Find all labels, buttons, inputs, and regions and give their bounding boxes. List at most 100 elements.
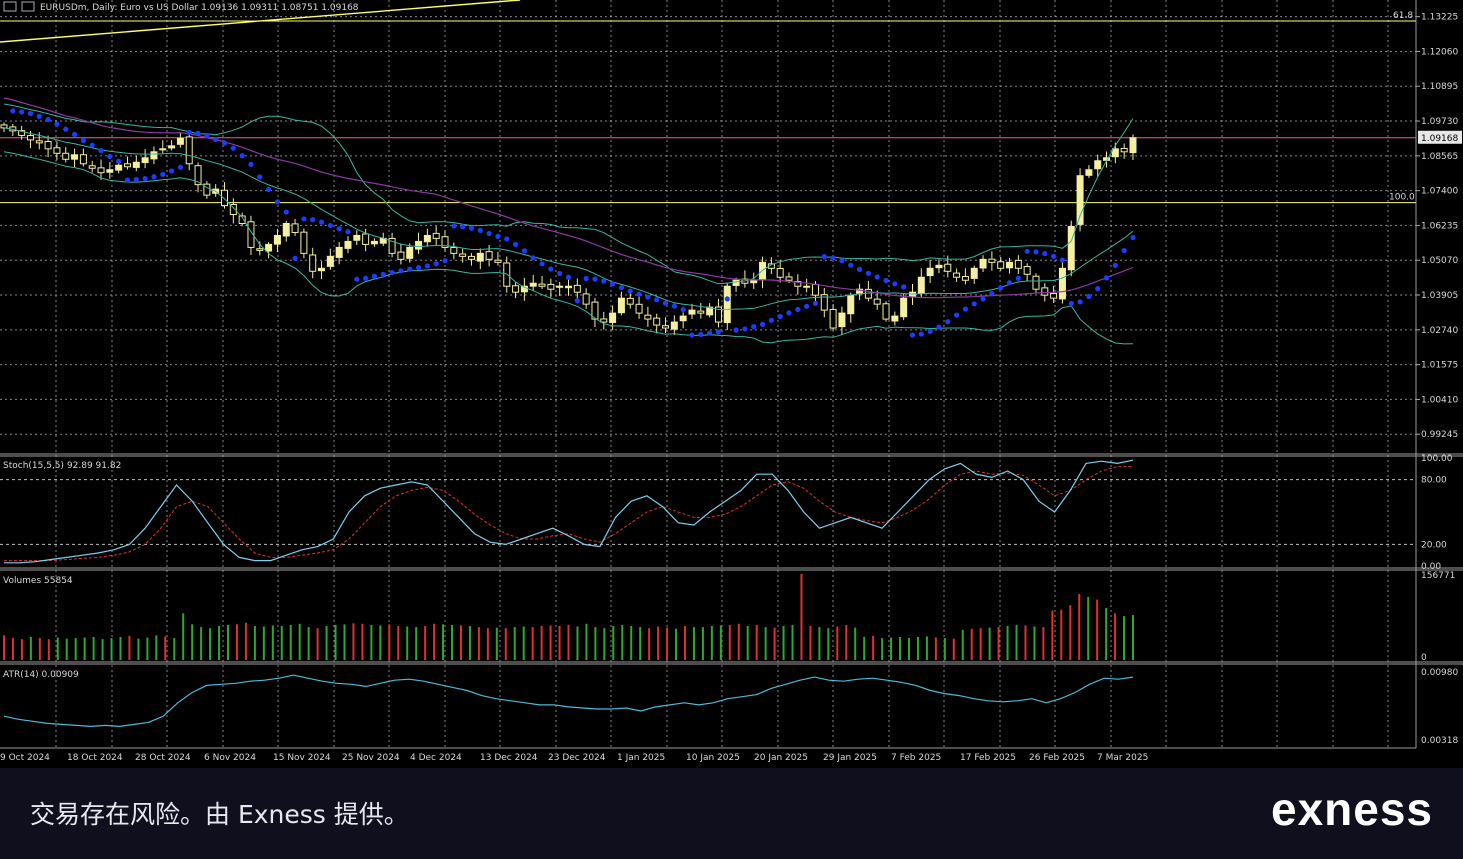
bear-candle xyxy=(97,167,105,174)
stoch-title: Stoch(15,5,5) 92.89 91.82 xyxy=(3,461,121,471)
bull-candle xyxy=(1094,160,1102,170)
bear-candle xyxy=(221,189,229,207)
bars-chart-icon[interactable] xyxy=(3,1,17,12)
bear-candle xyxy=(256,248,264,251)
sar-dot xyxy=(645,294,651,300)
sar-dot xyxy=(1024,248,1030,254)
sar-dot xyxy=(504,236,510,242)
sar-dot xyxy=(610,281,616,287)
bear-candle xyxy=(873,298,881,305)
time-tick-label: 28 Oct 2024 xyxy=(135,753,191,763)
sar-dot xyxy=(583,275,589,282)
grid-lines xyxy=(0,0,1463,749)
bear-candle xyxy=(512,285,520,293)
bear-candle xyxy=(18,130,26,136)
sar-dot xyxy=(662,300,669,306)
bear-candle xyxy=(829,308,837,329)
sar-dot xyxy=(759,321,766,327)
bull-candle xyxy=(926,267,934,277)
sar-dot xyxy=(1051,253,1057,259)
sar-dot xyxy=(618,285,625,291)
price-tick-label: 1.12060 xyxy=(1421,47,1458,57)
bear-candle xyxy=(44,140,52,150)
atr-panel[interactable] xyxy=(3,674,1134,728)
bull-candle xyxy=(565,285,572,289)
sar-dot xyxy=(883,277,889,284)
price-axis: 1.13225 1.12060 1.10895 1.09730 1.08565 1.074… xyxy=(1416,13,1462,746)
volumes-title: Volumes 55854 xyxy=(3,576,73,586)
stoch-tick-label: 80.00 xyxy=(1421,476,1447,486)
sar-dot xyxy=(151,174,157,180)
sar-dot xyxy=(239,153,245,159)
sar-dot xyxy=(124,177,131,183)
sar-dot xyxy=(424,263,430,269)
bear-candle xyxy=(123,163,131,168)
sar-dot xyxy=(283,209,289,215)
bear-candle xyxy=(573,284,581,293)
sar-dot xyxy=(565,274,572,280)
sar-dot xyxy=(733,327,739,333)
sar-dot xyxy=(389,269,395,276)
sar-dot xyxy=(962,306,969,312)
sar-dot xyxy=(804,303,810,309)
sar-dot xyxy=(1042,250,1048,257)
price-tick-label: 1.13225 xyxy=(1421,13,1458,23)
bear-candle xyxy=(794,281,802,287)
bull-candle xyxy=(159,148,167,151)
sar-dot xyxy=(1015,275,1021,281)
sar-dot xyxy=(407,266,413,272)
bear-candle xyxy=(626,297,634,305)
bull-candle xyxy=(132,161,140,168)
bear-candle xyxy=(485,251,493,260)
time-tick-label: 13 Dec 2024 xyxy=(480,753,538,763)
sar-dot xyxy=(336,226,342,232)
bear-candle xyxy=(53,147,61,154)
bear-candle xyxy=(776,267,784,278)
sar-dot xyxy=(671,303,677,309)
bear-candle xyxy=(953,272,961,278)
time-tick-label: 29 Jan 2025 xyxy=(823,753,877,763)
main-price-panel[interactable]: 61.8 100.0 xyxy=(0,0,1416,345)
bear-candle xyxy=(1050,292,1058,299)
sar-dot xyxy=(865,270,871,276)
sar-dot xyxy=(45,116,51,123)
sar-dot xyxy=(557,270,563,277)
bear-candle xyxy=(1120,147,1128,153)
current-price-box xyxy=(1418,130,1462,144)
price-tick-label: 0.99245 xyxy=(1421,430,1458,440)
sar-dot xyxy=(707,330,713,336)
atr-line xyxy=(3,674,1134,728)
bull-candle xyxy=(335,246,343,258)
sar-dot xyxy=(327,222,333,229)
sar-dot xyxy=(1077,299,1083,305)
sar-dot xyxy=(160,171,166,177)
sar-dot xyxy=(909,332,916,338)
bear-candle xyxy=(229,203,237,216)
sar-dot xyxy=(901,284,907,290)
stochastic-panel[interactable] xyxy=(0,459,1416,564)
sar-dot xyxy=(698,331,704,338)
sar-dot xyxy=(953,312,960,318)
sar-dot xyxy=(689,332,695,338)
bull-candle xyxy=(609,312,617,323)
sar-dot xyxy=(971,301,977,307)
moving-average xyxy=(3,97,1134,299)
bear-candle xyxy=(591,301,599,320)
bear-candle xyxy=(62,152,70,160)
bear-candle xyxy=(388,237,396,254)
bear-candle xyxy=(1023,266,1031,275)
sar-dot xyxy=(1006,280,1013,286)
volumes-panel[interactable] xyxy=(3,573,1134,660)
time-tick-label: 25 Nov 2024 xyxy=(342,753,400,763)
bull-candle xyxy=(1129,137,1137,154)
price-tick-label: 1.06235 xyxy=(1421,221,1458,231)
sar-dot xyxy=(1068,300,1074,307)
time-tick-label: 1 Jan 2025 xyxy=(617,753,665,763)
bull-candle xyxy=(282,222,290,237)
candles-chart-icon[interactable] xyxy=(21,1,35,12)
sar-dot xyxy=(354,276,360,282)
atr-tick-label: 0.00980 xyxy=(1421,668,1458,678)
sar-dot xyxy=(768,317,774,323)
chart-background xyxy=(0,0,1463,768)
